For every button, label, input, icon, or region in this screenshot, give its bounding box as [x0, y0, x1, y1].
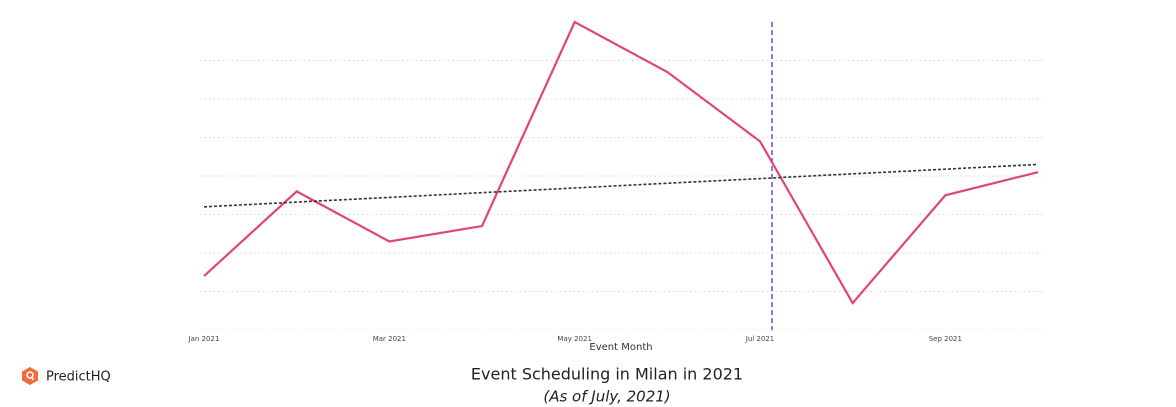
- chart-title: Event Scheduling in Milan in 2021: [471, 365, 743, 384]
- x-tick-label: Mar 2021: [373, 335, 406, 343]
- trend-line: [203, 163, 1039, 208]
- data-line: [203, 20, 1039, 305]
- chart-subtitle: (As of July, 2021): [543, 388, 670, 406]
- x-axis-label: Event Month: [589, 342, 652, 353]
- brand: PredictHQ: [46, 370, 111, 385]
- x-tick-label: Jan 2021: [188, 335, 220, 343]
- logo: [22, 367, 38, 385]
- x-tick-label: May 2021: [557, 335, 592, 343]
- x-tick-label: Jul 2021: [745, 335, 775, 343]
- x-tick-label: Sep 2021: [929, 335, 962, 343]
